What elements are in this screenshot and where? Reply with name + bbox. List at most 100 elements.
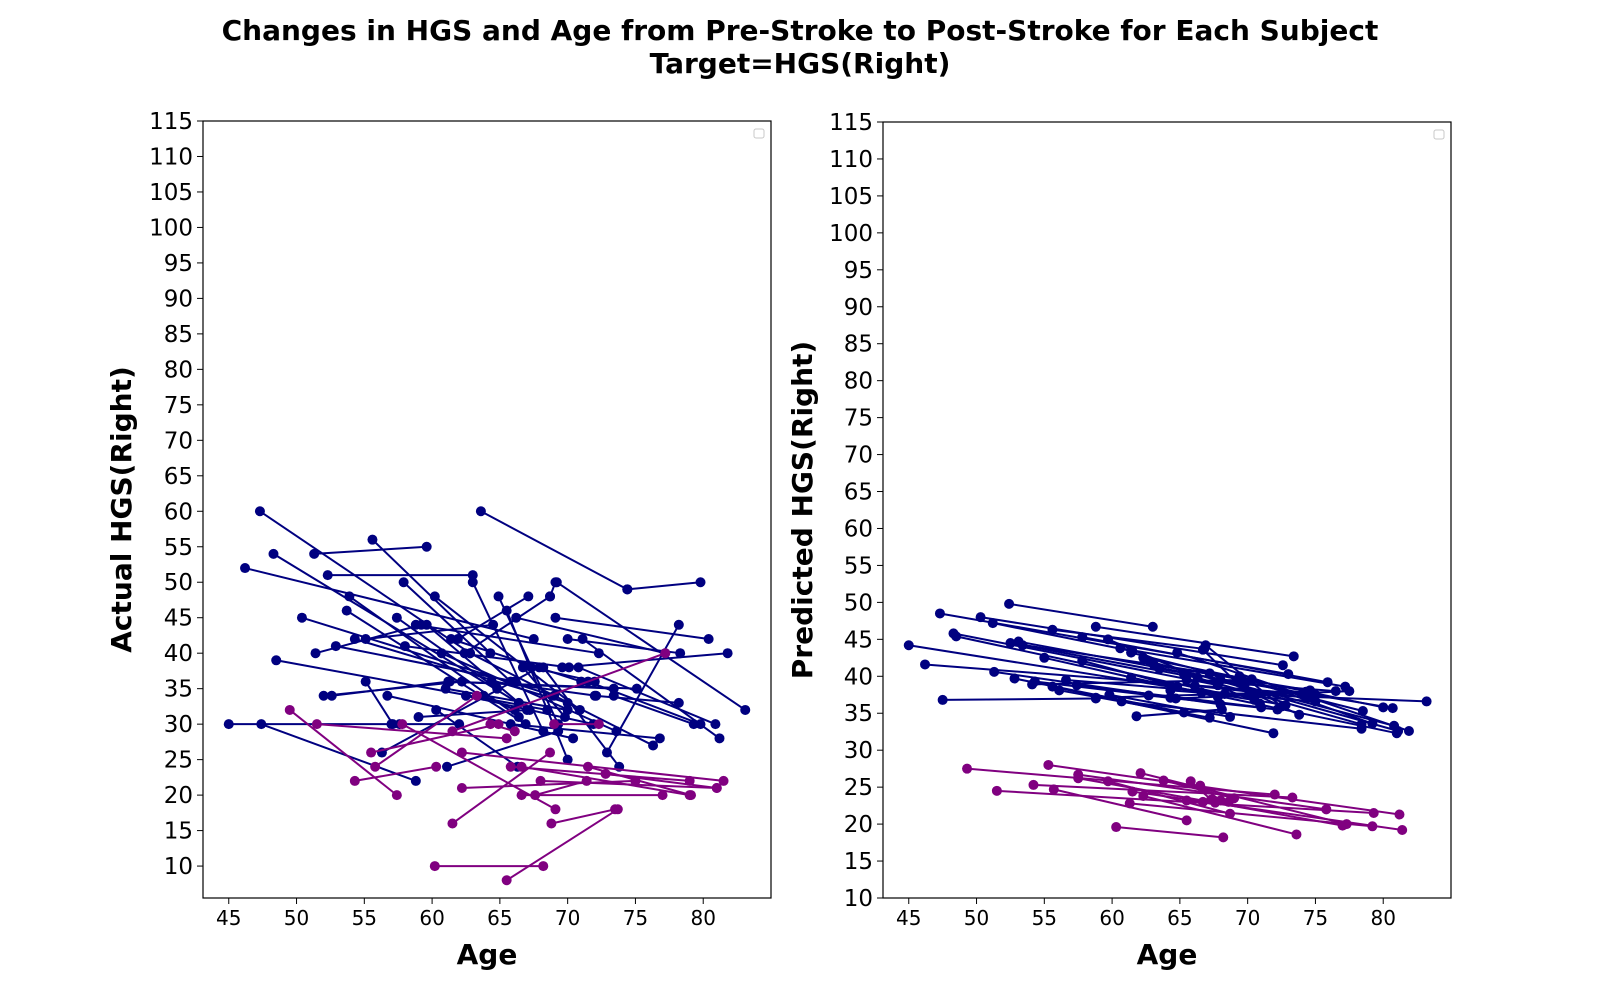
pre-stroke-point — [501, 875, 512, 886]
y-tick-label: 20 — [164, 783, 193, 809]
pre-stroke-point — [1189, 680, 1200, 691]
pre-stroke-point — [511, 612, 522, 623]
pre-stroke-point — [1124, 798, 1135, 809]
post-stroke-point — [1216, 704, 1227, 715]
subject-line — [335, 645, 515, 683]
y-tick-label: 55 — [164, 535, 193, 561]
y-tick-label: 40 — [164, 641, 193, 667]
y-tick-label: 55 — [844, 553, 873, 579]
pre-stroke-point — [1204, 668, 1215, 679]
y-tick-label: 85 — [844, 332, 873, 358]
post-stroke-point — [545, 747, 556, 758]
post-stroke-point — [740, 704, 751, 715]
post-stroke-point — [686, 790, 697, 801]
post-stroke-point — [501, 733, 512, 744]
subject-line — [316, 723, 507, 740]
pre-stroke-point — [296, 612, 307, 623]
pre-stroke-point — [1158, 775, 1169, 786]
pre-stroke-point — [1039, 652, 1050, 663]
pre-stroke-point — [1017, 640, 1028, 651]
pre-stroke-point — [485, 719, 496, 730]
subject-line — [1008, 602, 1153, 628]
pre-stroke-point — [582, 761, 593, 772]
y-tick-label: 115 — [149, 109, 193, 135]
subject-line — [1201, 691, 1427, 703]
post-stroke-point — [410, 775, 421, 786]
subject-line — [1022, 644, 1198, 679]
subject-line — [465, 694, 594, 726]
pre-stroke-point — [360, 634, 371, 644]
pre-stroke-point — [436, 648, 447, 659]
post-stroke-point — [1344, 686, 1355, 697]
left-panel-actual-hgs: 45 50 55 60 65 70 75 80 10 15 20 25 30 35 40 45 50 55 60 65… — [105, 109, 772, 971]
subject-line — [469, 652, 654, 747]
pre-stroke-point — [486, 676, 497, 687]
x-tick-label: 70 — [1235, 906, 1260, 930]
post-stroke-point — [1302, 692, 1313, 703]
pre-stroke-point — [545, 591, 556, 602]
pre-stroke-point — [1170, 693, 1181, 704]
y-tick-label: 115 — [829, 110, 873, 136]
x-axis-label: Age — [457, 938, 518, 971]
y-tick-label: 25 — [844, 775, 873, 801]
post-stroke-point — [1394, 809, 1405, 820]
series-group-b — [962, 759, 1408, 843]
pre-stroke-point — [421, 619, 432, 630]
plot-frame — [882, 121, 1452, 899]
pre-stroke-point — [962, 763, 973, 774]
pre-stroke-point — [360, 676, 371, 687]
pre-stroke-point — [1071, 680, 1082, 691]
y-tick-label: 50 — [844, 590, 873, 616]
post-stroke-point — [660, 648, 671, 659]
pre-stroke-point — [467, 577, 478, 588]
pre-stroke-point — [1135, 768, 1146, 779]
post-stroke-point — [1367, 718, 1378, 729]
y-tick-label: 80 — [164, 357, 193, 383]
y-tick-label: 35 — [164, 677, 193, 703]
post-stroke-point — [431, 761, 442, 772]
subject-line — [289, 709, 398, 796]
pre-stroke-point — [223, 719, 234, 730]
subject-line — [1116, 826, 1224, 839]
subject-line — [1053, 788, 1187, 822]
pre-stroke-point — [573, 662, 584, 673]
subject-line — [381, 666, 540, 754]
x-tick-label: 50 — [284, 906, 309, 930]
x-tick-label: 45 — [216, 906, 241, 930]
subject-line — [244, 567, 535, 640]
subject-line — [364, 681, 394, 725]
pre-stroke-point — [557, 662, 568, 673]
pre-stroke-point — [1004, 598, 1015, 609]
post-stroke-point — [673, 697, 684, 708]
x-tick-label: 65 — [487, 906, 512, 930]
pre-stroke-point — [349, 634, 360, 644]
pre-stroke-point — [1090, 621, 1101, 632]
subject-line — [980, 616, 1284, 667]
pre-stroke-point — [505, 761, 516, 772]
y-tick-label: 65 — [164, 464, 193, 490]
pre-stroke-point — [1143, 690, 1154, 701]
pre-stroke-point — [382, 690, 393, 701]
pre-stroke-point — [318, 690, 329, 701]
pre-stroke-point — [460, 690, 471, 701]
legend-box — [1433, 129, 1445, 140]
subject-line — [1143, 795, 1297, 836]
y-tick-label: 90 — [844, 295, 873, 321]
x-tick-label: 75 — [1303, 906, 1328, 930]
subject-line — [1095, 625, 1294, 658]
y-axis-label: Predicted HGS(Right) — [786, 341, 819, 679]
post-stroke-point — [711, 783, 722, 794]
pre-stroke-point — [1103, 634, 1114, 645]
post-stroke-point — [1272, 704, 1283, 715]
y-tick-label: 40 — [844, 664, 873, 690]
y-tick-label: 45 — [164, 606, 193, 632]
y-tick-label: 20 — [844, 812, 873, 838]
subject-line — [1052, 628, 1205, 650]
pre-stroke-point — [589, 690, 600, 701]
pre-stroke-point — [903, 640, 914, 651]
post-stroke-point — [550, 804, 561, 815]
post-stroke-point — [1181, 815, 1192, 826]
x-tick-label: 60 — [1099, 906, 1124, 930]
pre-stroke-point — [452, 634, 463, 644]
